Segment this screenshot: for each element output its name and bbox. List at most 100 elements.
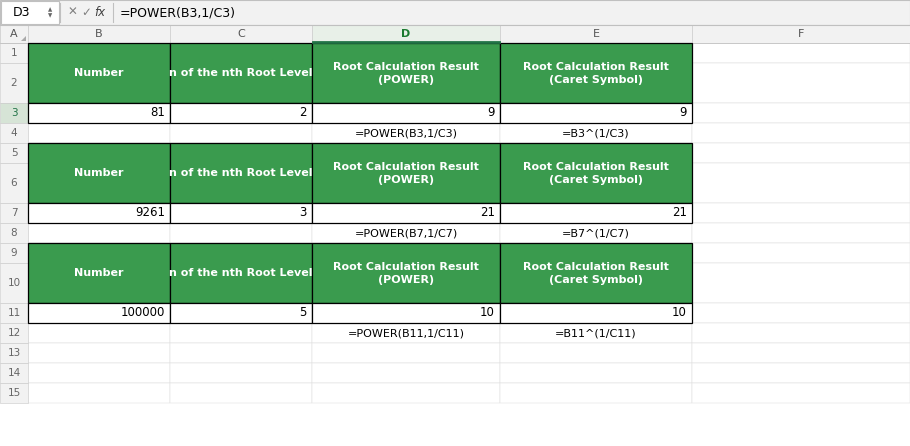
Bar <box>170 43 312 103</box>
Text: B: B <box>96 29 103 39</box>
Bar <box>28 43 170 103</box>
Bar <box>0 343 28 363</box>
Text: =POWER(B11,1/C11): =POWER(B11,1/C11) <box>348 328 464 338</box>
Text: (Caret Symbol): (Caret Symbol) <box>549 175 643 185</box>
Bar <box>500 343 692 363</box>
Bar <box>170 343 312 363</box>
Bar <box>692 143 910 163</box>
Bar <box>500 43 692 103</box>
Bar <box>170 363 312 383</box>
Text: Root Calculation Result: Root Calculation Result <box>333 62 479 72</box>
Bar <box>500 383 692 403</box>
Bar <box>28 363 170 383</box>
Bar <box>0 143 28 163</box>
Bar <box>312 63 500 103</box>
Bar <box>500 143 692 163</box>
Text: 100000: 100000 <box>121 306 165 319</box>
Bar <box>28 43 170 63</box>
Bar <box>312 103 500 123</box>
Bar <box>312 143 500 203</box>
Text: Root Calculation Result: Root Calculation Result <box>523 62 669 72</box>
Bar <box>692 223 910 243</box>
Bar <box>312 243 500 303</box>
Bar <box>1 1 59 24</box>
Bar <box>28 303 170 323</box>
Bar <box>170 123 312 143</box>
Bar <box>28 143 170 203</box>
Bar <box>0 303 28 323</box>
Bar <box>312 343 500 363</box>
Text: Root Calculation Result: Root Calculation Result <box>333 262 479 272</box>
Bar <box>170 143 312 203</box>
Bar <box>170 63 312 103</box>
Bar <box>170 263 312 303</box>
Bar <box>28 63 170 103</box>
Bar <box>0 243 28 263</box>
Bar <box>170 203 312 223</box>
Bar <box>312 303 500 323</box>
Text: E: E <box>592 29 600 39</box>
Bar <box>170 303 312 323</box>
Bar <box>692 203 910 223</box>
Text: ▲: ▲ <box>48 7 52 12</box>
Text: 2: 2 <box>11 78 17 88</box>
Text: 4: 4 <box>11 128 17 138</box>
Bar <box>500 223 692 243</box>
Text: n of the nth Root Level: n of the nth Root Level <box>169 68 313 78</box>
Bar <box>28 263 170 303</box>
Bar <box>0 103 28 123</box>
Text: =B11^(1/C11): =B11^(1/C11) <box>555 328 637 338</box>
Text: 3: 3 <box>299 206 307 219</box>
Bar <box>0 25 910 43</box>
Text: Number: Number <box>75 68 124 78</box>
Bar <box>500 303 692 323</box>
Bar <box>500 143 692 203</box>
Bar <box>312 123 500 143</box>
Text: 5: 5 <box>11 148 17 158</box>
Polygon shape <box>21 36 26 41</box>
Text: 2: 2 <box>299 107 307 120</box>
Text: 9261: 9261 <box>135 206 165 219</box>
Bar <box>500 163 692 203</box>
Bar <box>28 203 170 223</box>
Bar <box>170 163 312 203</box>
Text: A: A <box>10 29 18 39</box>
Bar <box>500 243 692 303</box>
Bar <box>170 43 312 63</box>
Bar <box>0 25 28 43</box>
Bar <box>500 243 692 263</box>
Bar <box>692 43 910 63</box>
Text: (Caret Symbol): (Caret Symbol) <box>549 75 643 85</box>
Text: Root Calculation Result: Root Calculation Result <box>333 162 479 172</box>
Bar <box>312 223 500 243</box>
Bar <box>0 123 28 143</box>
Text: 10: 10 <box>672 306 687 319</box>
Bar <box>500 103 692 123</box>
Bar <box>28 203 170 223</box>
Bar <box>170 143 312 163</box>
Bar <box>0 263 28 303</box>
Text: 11: 11 <box>7 308 21 318</box>
Bar <box>170 243 312 263</box>
Bar <box>28 103 170 123</box>
Bar <box>0 363 28 383</box>
Bar <box>0 163 28 203</box>
Bar <box>170 203 312 223</box>
Text: 13: 13 <box>7 348 21 358</box>
Bar <box>500 263 692 303</box>
Bar <box>692 25 910 43</box>
Text: ✓: ✓ <box>81 6 91 19</box>
Bar <box>28 323 170 343</box>
Bar <box>692 323 910 343</box>
Text: =POWER(B3,1/C3): =POWER(B3,1/C3) <box>355 128 458 138</box>
Bar <box>0 323 28 343</box>
Bar <box>500 43 692 63</box>
Bar <box>312 363 500 383</box>
Bar <box>312 203 500 223</box>
Text: 81: 81 <box>150 107 165 120</box>
Bar <box>170 323 312 343</box>
Text: =B7^(1/C7): =B7^(1/C7) <box>562 228 630 238</box>
Text: =POWER(B7,1/C7): =POWER(B7,1/C7) <box>354 228 458 238</box>
Text: 8: 8 <box>11 228 17 238</box>
Bar <box>0 203 28 223</box>
